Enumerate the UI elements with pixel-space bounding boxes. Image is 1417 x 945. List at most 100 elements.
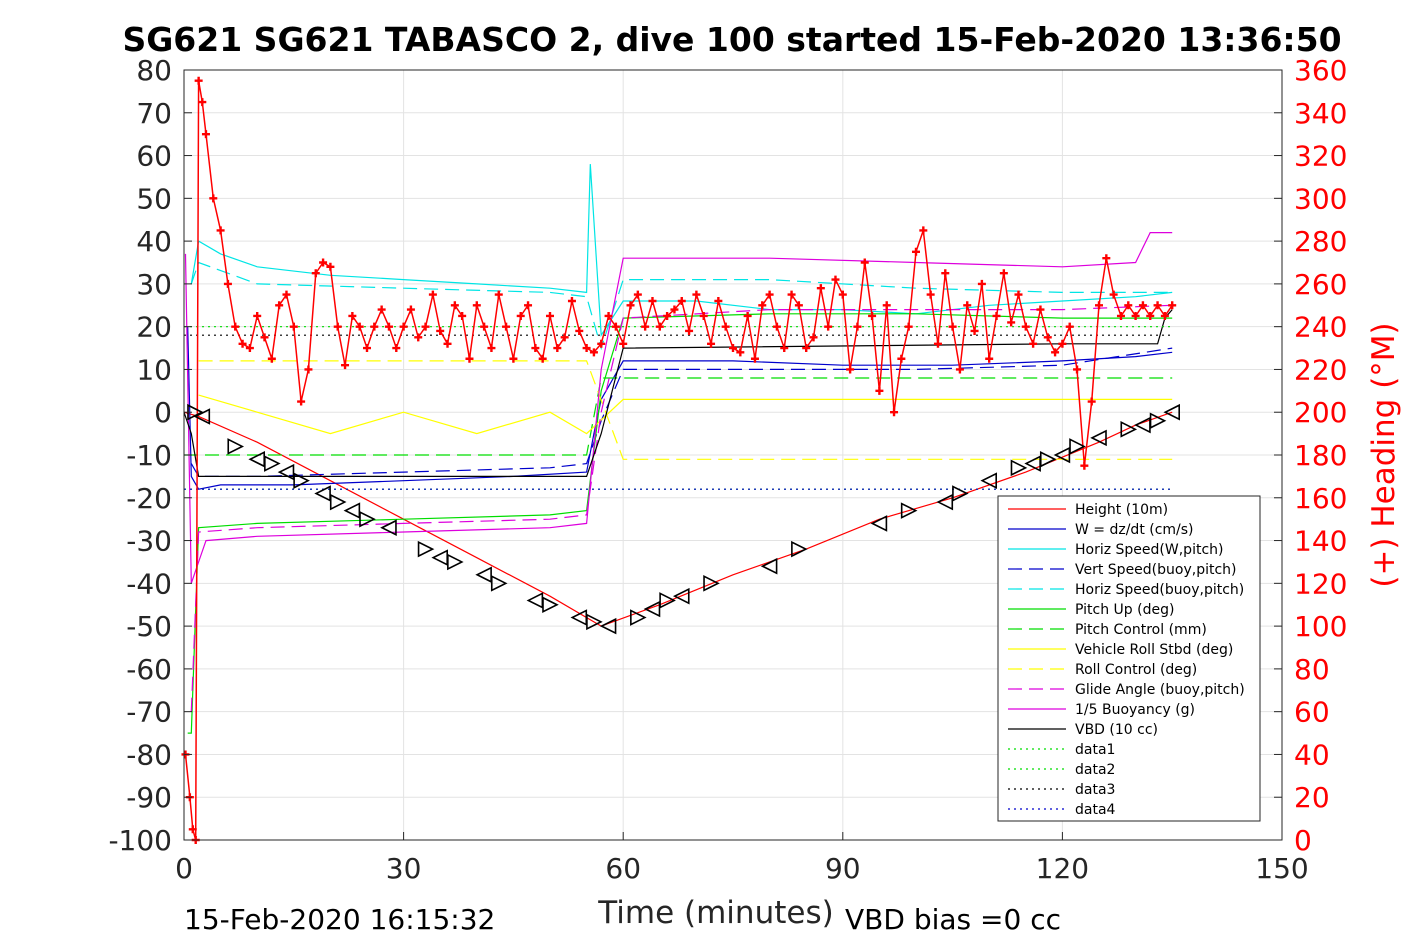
heading-point — [311, 269, 320, 278]
left-tick-label: -30 — [126, 525, 172, 558]
left-tick-label: 0 — [154, 396, 172, 429]
heading-point — [1073, 365, 1082, 374]
right-y-ticks: 3603403203002802602402202001801601401201… — [1274, 54, 1347, 857]
vbd-marker — [936, 493, 954, 511]
heading-point — [970, 326, 979, 335]
vbd-marker — [900, 502, 918, 519]
heading-point — [633, 290, 642, 299]
heading-point — [619, 339, 628, 348]
series-line-2 — [190, 164, 1173, 338]
heading-point — [560, 333, 569, 342]
left-tick-label: -50 — [126, 610, 172, 643]
vbd-marker — [293, 472, 310, 489]
heading-point — [392, 344, 401, 353]
heading-point — [194, 76, 203, 85]
vbd-marker — [329, 493, 347, 511]
right-tick-label: 300 — [1294, 182, 1347, 215]
series-line-10 — [184, 232, 1173, 584]
vbd-marker — [1149, 412, 1167, 430]
heading-point — [1102, 254, 1111, 263]
heading-point — [502, 322, 511, 331]
heading-point — [1007, 318, 1016, 327]
heading-point — [1058, 339, 1067, 348]
heading-point — [809, 333, 818, 342]
left-tick-label: -90 — [126, 781, 172, 814]
heading-point — [611, 322, 620, 331]
right-tick-label: 140 — [1294, 525, 1347, 558]
heading-point — [1029, 339, 1038, 348]
heading-point — [436, 326, 445, 335]
heading-point — [641, 322, 650, 331]
series-line-8 — [198, 360, 1173, 460]
heading-point — [824, 322, 833, 331]
legend-label: data2 — [1075, 762, 1115, 778]
heading-point — [326, 262, 335, 271]
heading-point — [546, 311, 554, 320]
right-tick-label: 180 — [1294, 439, 1347, 472]
vbd-marker — [599, 617, 617, 635]
footer-timestamp: 15-Feb-2020 16:15:32 — [184, 903, 495, 936]
vbd-marker — [760, 557, 778, 575]
heading-point — [707, 339, 716, 348]
heading-point — [494, 290, 503, 299]
left-y-ticks: 80 70 60 50 40 30 20 10 0 -10 -20 -30 -40 -50 -60 -70 -8… — [108, 54, 192, 857]
x-axis-label: Time (minutes) — [597, 895, 833, 931]
heading-point — [275, 301, 284, 310]
heading-point — [663, 311, 672, 320]
heading-point — [1014, 290, 1023, 299]
heading-point — [201, 130, 210, 139]
series-line-7 — [198, 394, 1173, 435]
vbd-marker — [277, 463, 295, 481]
heading-point — [348, 311, 357, 320]
vbd-marker — [1010, 459, 1028, 477]
legend-label: data3 — [1075, 782, 1115, 798]
heading-point — [231, 322, 240, 331]
x-tick-label: 0 — [175, 852, 193, 885]
heading-point — [465, 354, 474, 363]
heading-point — [758, 301, 767, 310]
heading-point — [582, 344, 591, 353]
legend-label: data1 — [1075, 742, 1115, 758]
heading-point — [282, 290, 291, 299]
heading-point — [750, 354, 759, 363]
vbd-marker — [791, 540, 808, 558]
heading-point — [941, 269, 950, 278]
left-tick-label: -10 — [126, 439, 172, 472]
heading-point — [1036, 305, 1045, 314]
heading-point — [304, 365, 313, 374]
right-tick-label: 320 — [1294, 140, 1347, 173]
right-tick-label: 220 — [1294, 353, 1347, 386]
heading-point — [670, 305, 679, 314]
heading-point — [1051, 348, 1060, 357]
legend-label: Roll Control (deg) — [1075, 662, 1197, 678]
right-tick-label: 100 — [1294, 610, 1347, 643]
series-line-5 — [187, 313, 1173, 734]
vbd-marker — [264, 455, 281, 472]
legend: Height (10m) W = dz/dt (cm/s) Horiz Speed(… — [997, 495, 1261, 822]
legend-label: Horiz Speed(buoy,pitch) — [1075, 582, 1244, 598]
heading-point — [948, 322, 957, 331]
heading-point — [655, 322, 664, 331]
heading-point — [1021, 322, 1030, 331]
legend-label: data4 — [1075, 802, 1116, 818]
right-y-axis-label: (+) Heading (°M) — [1366, 322, 1402, 587]
heading-point — [575, 326, 584, 335]
legend-label: 1/5 Buoyancy (g) — [1075, 702, 1195, 718]
heading-point — [1080, 461, 1089, 470]
vbd-marker — [359, 510, 376, 528]
vbd-marker — [447, 553, 464, 571]
chart-title: SG621 SG621 TABASCO 2, dive 100 started … — [122, 20, 1341, 59]
vbd-marker — [659, 592, 676, 609]
right-tick-label: 360 — [1294, 54, 1347, 87]
heading-point — [341, 361, 350, 370]
heading-point — [1065, 322, 1074, 331]
heading-point — [897, 354, 906, 363]
vbd-marker — [870, 515, 888, 532]
heading-point — [912, 247, 920, 256]
legend-label: Glide Angle (buoy,pitch) — [1075, 682, 1245, 698]
left-tick-label: 30 — [136, 268, 172, 301]
left-tick-label: 70 — [136, 97, 172, 130]
heading-point — [685, 326, 694, 335]
vbd-marker — [542, 596, 559, 614]
